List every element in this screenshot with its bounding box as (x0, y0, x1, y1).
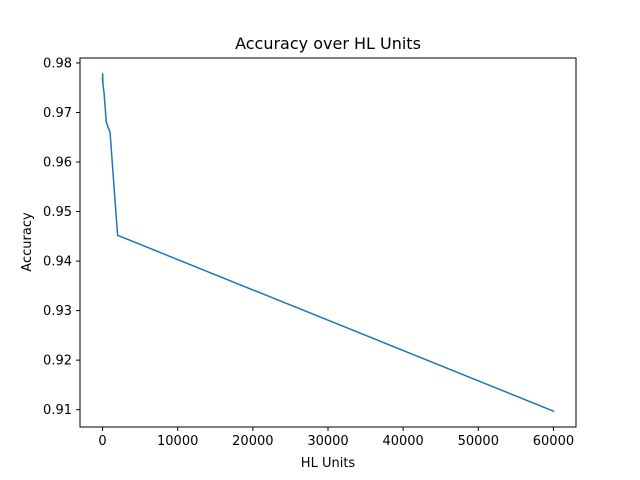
series-line (101, 73, 555, 413)
y-axis-label: Accuracy (20, 212, 35, 272)
y-tick-label: 0.98 (43, 56, 72, 71)
x-tick-label: 10000 (157, 434, 198, 449)
x-tick-label: 20000 (232, 434, 273, 449)
y-tick-label: 0.97 (43, 106, 72, 121)
y-axis-ticks: 0.91 0.92 0.93 0.94 0.95 0.96 0.97 0.98 (43, 56, 80, 418)
x-axis-label: HL Units (301, 456, 356, 471)
y-tick-label: 0.93 (43, 304, 72, 319)
y-tick-label: 0.94 (43, 255, 72, 270)
y-tick-label: 0.95 (43, 205, 72, 220)
chart-title: Accuracy over HL Units (235, 34, 421, 53)
y-tick-label: 0.91 (43, 403, 72, 418)
x-tick-label: 50000 (458, 434, 499, 449)
x-tick-label: 0 (98, 434, 106, 449)
y-tick-label: 0.92 (43, 354, 72, 369)
x-tick-label: 60000 (533, 434, 574, 449)
y-tick-label: 0.96 (43, 156, 72, 171)
x-tick-label: 40000 (382, 434, 423, 449)
x-axis-ticks: 0 10000 20000 30000 40000 50000 60000 (98, 427, 574, 449)
plot-area (101, 73, 555, 413)
x-tick-label: 30000 (307, 434, 348, 449)
